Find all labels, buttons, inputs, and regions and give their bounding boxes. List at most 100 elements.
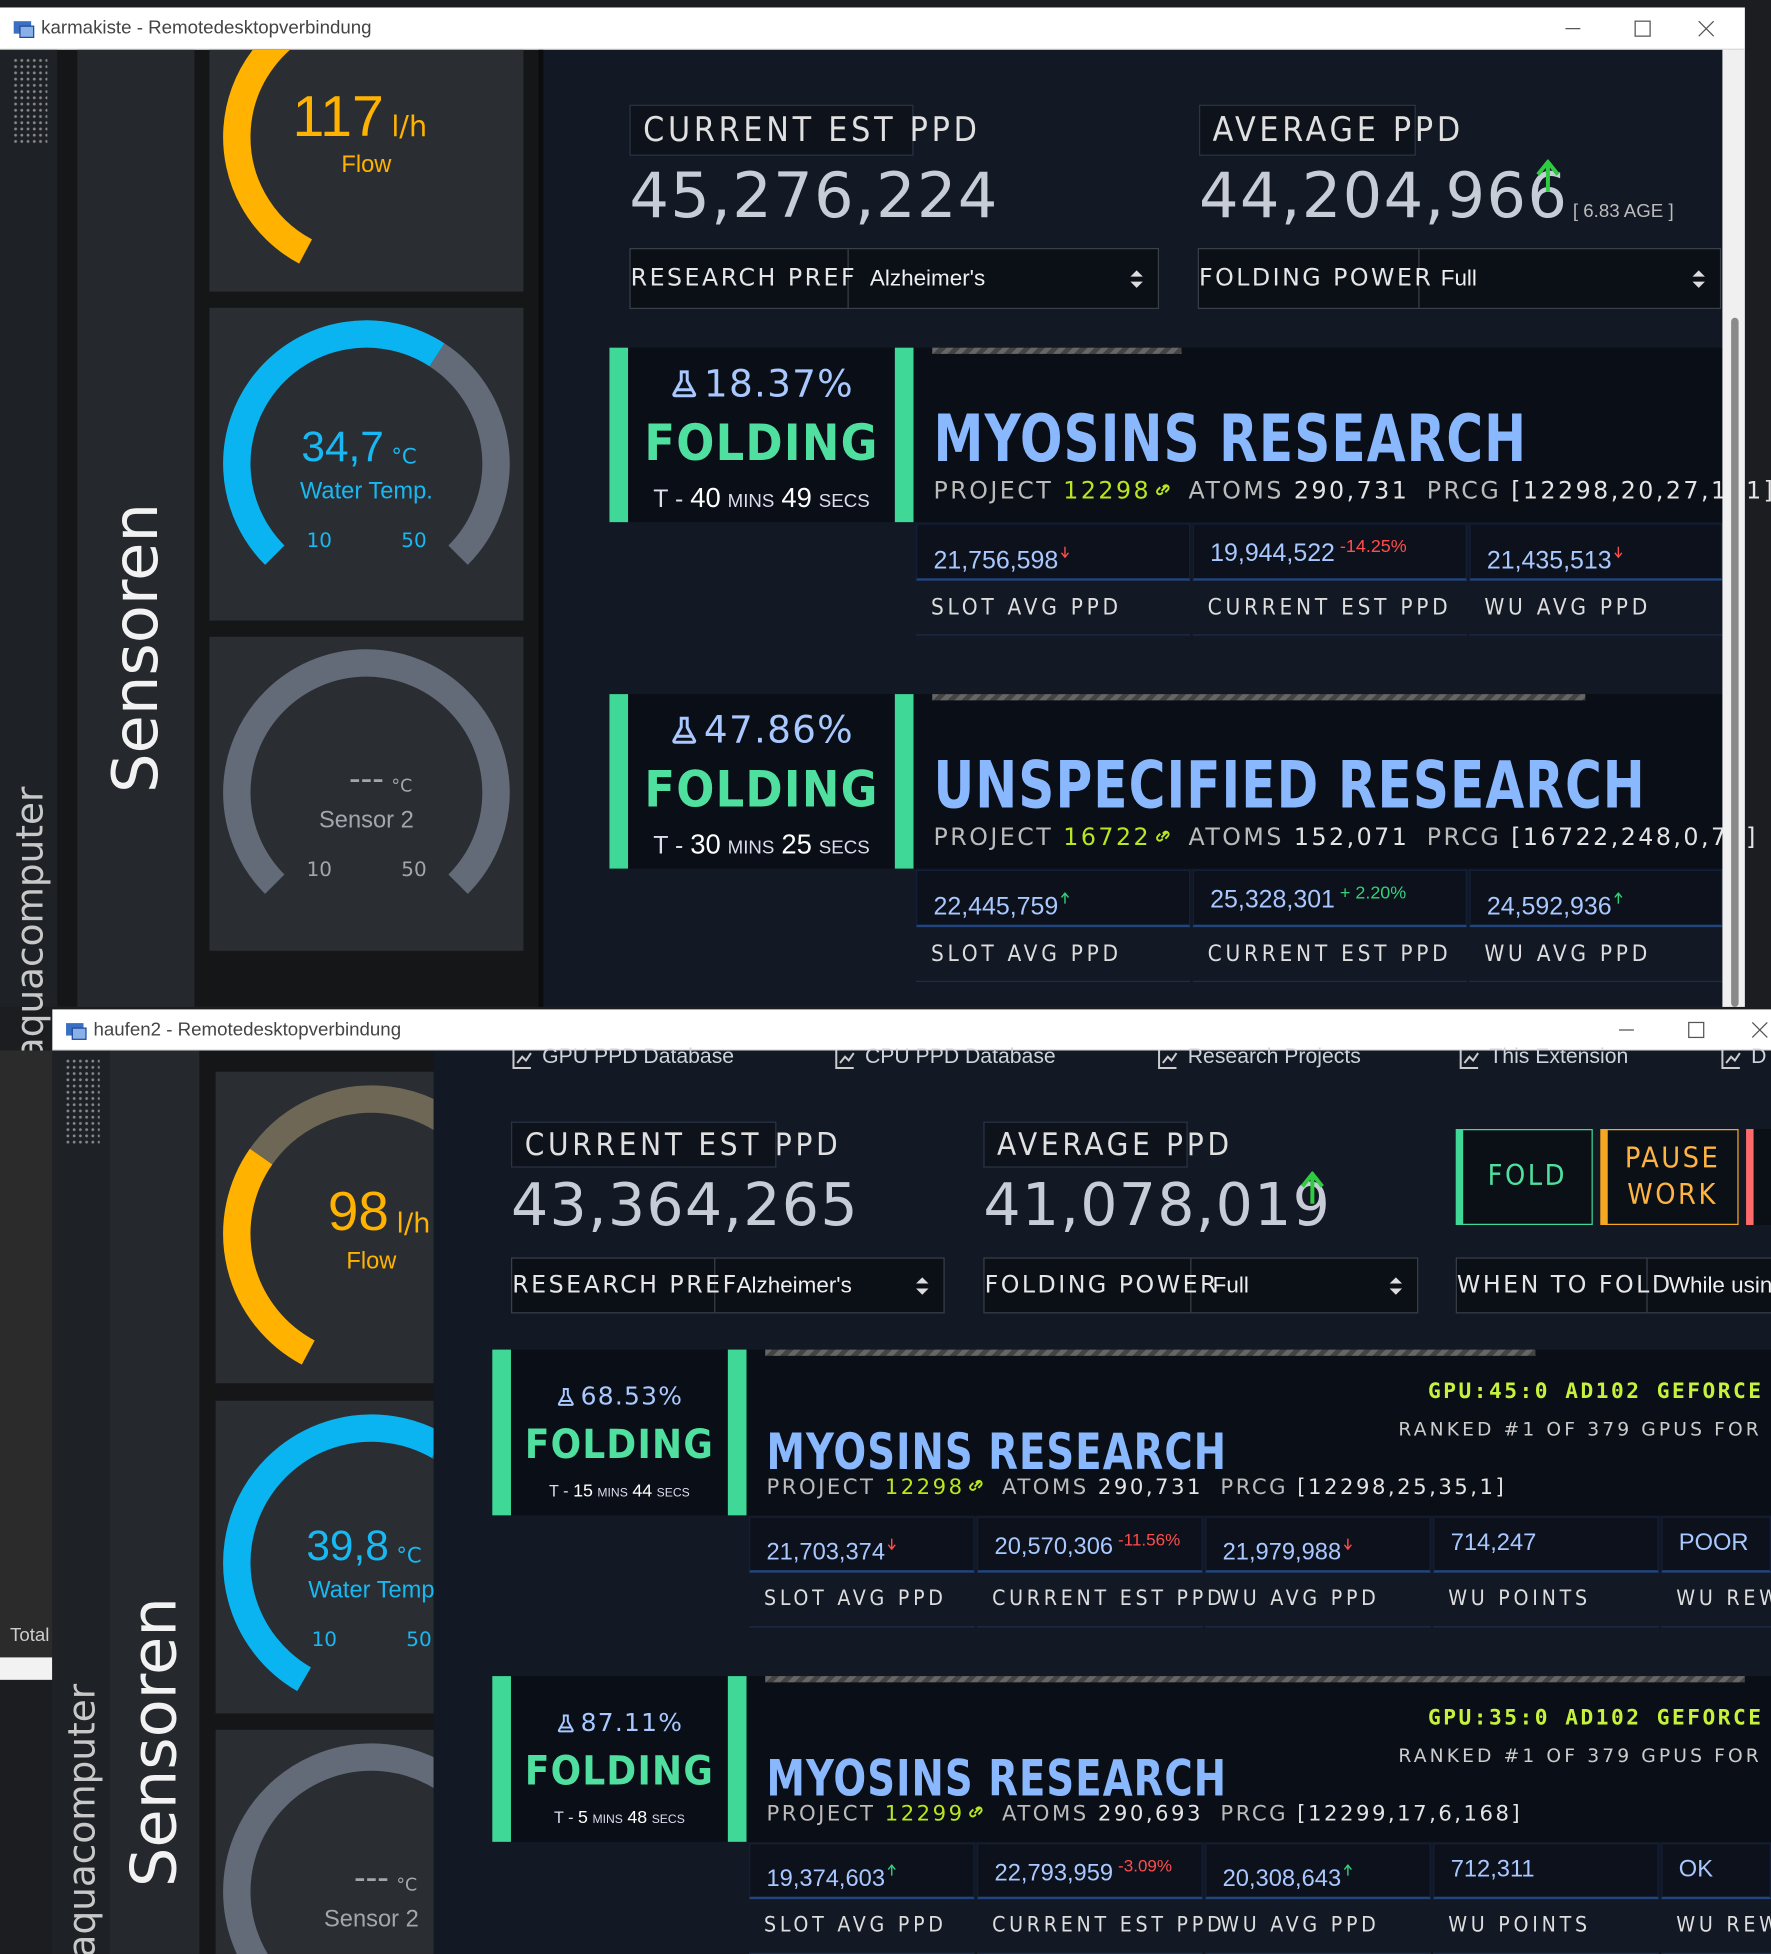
trend-arrow [887, 1530, 896, 1557]
dot-pattern [64, 1057, 100, 1146]
gauge-unit: °C [396, 1875, 418, 1896]
svg [557, 1387, 574, 1406]
metric-value: 21,435,513 [1487, 537, 1623, 576]
control-value: Full [1212, 1272, 1249, 1298]
metric-cell [1192, 523, 1467, 581]
path [672, 716, 696, 744]
slot-panel [746, 1676, 1771, 1842]
nav-item[interactable]: This Extension [1489, 1044, 1629, 1068]
control-label: WHEN TO FOLD [1457, 1258, 1670, 1313]
gauge-tile: 39,8 °C Water Temp 10 50 [215, 1400, 434, 1714]
svg [1061, 546, 1070, 559]
metric-number: 24,592,936 [1486, 893, 1612, 921]
brand: aquacomputer [61, 1683, 105, 1954]
sensor-panel [109, 1050, 200, 1954]
metric-delta: -3.09% [1118, 1856, 1173, 1876]
eta-minutes: 15 [573, 1481, 593, 1502]
nav-item[interactable]: CPU PPD Database [864, 1044, 1056, 1068]
gauge-max: 50 [401, 857, 427, 882]
path [887, 1538, 896, 1551]
metric-underline [1205, 1626, 1431, 1628]
trend-arrow [1535, 158, 1562, 197]
metric-underline [977, 1626, 1203, 1628]
gauge-label: Sensor 2 [324, 1906, 419, 1933]
scroll-thumb [1731, 317, 1739, 1007]
percent-value: 87.11% [580, 1707, 684, 1738]
metric-underline [1205, 1952, 1431, 1954]
svg [1155, 484, 1170, 496]
gauge-value: --- [353, 1858, 389, 1898]
metric-label: SLOT AVG PPD [930, 594, 1122, 621]
status: FOLDING [644, 761, 879, 819]
atoms-label: ATOMS [1188, 477, 1284, 505]
app-icon [12, 17, 35, 39]
percent: 18.37% [628, 363, 895, 409]
nav-item[interactable]: D [1751, 1044, 1767, 1068]
svg [1618, 1021, 1768, 1039]
metric-label: WU AVG PPD [1484, 594, 1651, 621]
control-value: Alzheimer's [869, 265, 986, 291]
prcg-value: [12299,17,6,168] [1297, 1801, 1523, 1827]
metric-underline [1469, 980, 1723, 982]
title-bar [0, 7, 1745, 50]
metric-underline [1433, 1626, 1659, 1628]
pause-button[interactable]: PAUSE WORK [1600, 1129, 1739, 1225]
accent-bar [894, 347, 914, 523]
svg [1614, 892, 1623, 904]
gauge-unit: °C [391, 776, 413, 797]
project-number: 12299 [884, 1801, 965, 1827]
metric-underline [1192, 634, 1467, 636]
gauge-label: Sensor 2 [319, 807, 414, 834]
eta: T - 5 MINS 48 SECS [511, 1808, 728, 1828]
gpu-name: GPU:35:0 AD102 GEFORCE [1428, 1706, 1764, 1731]
gauge-unit: °C [396, 1543, 422, 1569]
research-title: UNSPECIFIED RESEARCH [933, 748, 1646, 824]
gauge-min: 10 [311, 1627, 337, 1652]
prcg-label: PRCG [1426, 823, 1502, 852]
svg [223, 320, 510, 565]
control-box [1197, 247, 1722, 310]
svg [1614, 546, 1623, 559]
gauge-value: 117 [292, 83, 384, 149]
path [1751, 1022, 1768, 1038]
window-title: haufen2 - Remotedesktopverbindung [93, 1019, 402, 1041]
rect [1688, 1021, 1705, 1039]
path [1459, 1050, 1479, 1069]
title-bar [52, 1009, 1771, 1051]
percent: 87.11% [511, 1707, 728, 1739]
path [1061, 546, 1070, 559]
metric-label: SLOT AVG PPD [763, 1912, 947, 1938]
metric-number: 712,311 [1450, 1856, 1535, 1883]
eta-seconds: 44 [632, 1481, 653, 1502]
metric-value: 20,308,643 [1223, 1857, 1353, 1894]
metric-value: OK [1679, 1857, 1713, 1884]
metric-underline [749, 1952, 975, 1954]
metric-number: 25,328,301 [1210, 886, 1335, 914]
gpu-rank: RANKED #1 OF 379 GPUS FOR PP [1398, 1744, 1771, 1768]
metric-value: 21,703,374 [766, 1530, 896, 1567]
nav-item[interactable]: Research Projects [1187, 1044, 1361, 1068]
project-label: PROJECT [766, 1801, 876, 1827]
gauge-unit: l/h [396, 1209, 431, 1241]
progress-bar [932, 347, 1182, 354]
project-number: 12298 [1063, 477, 1152, 505]
svg [887, 1864, 896, 1876]
nav-icon [1720, 1048, 1742, 1070]
stat-label: CURRENT EST PPD [510, 1121, 838, 1168]
svg [672, 370, 696, 398]
metric-delta: -11.56% [1118, 1530, 1181, 1549]
control-label: RESEARCH PREF [512, 1258, 736, 1313]
eta-prefix: T - [653, 832, 684, 860]
metric-underline [977, 1952, 1203, 1954]
accent-bar [492, 1349, 511, 1516]
path [223, 1414, 434, 1692]
fold-button[interactable]: FOLD [1455, 1129, 1593, 1225]
svg [66, 1023, 87, 1040]
metric-label: WU POINTS [1448, 1586, 1591, 1612]
path [1536, 158, 1560, 192]
svg [969, 1479, 983, 1491]
svg [223, 1414, 434, 1692]
nav-item[interactable]: GPU PPD Database [542, 1044, 735, 1068]
svg [1158, 1050, 1178, 1069]
rect [1634, 20, 1651, 37]
